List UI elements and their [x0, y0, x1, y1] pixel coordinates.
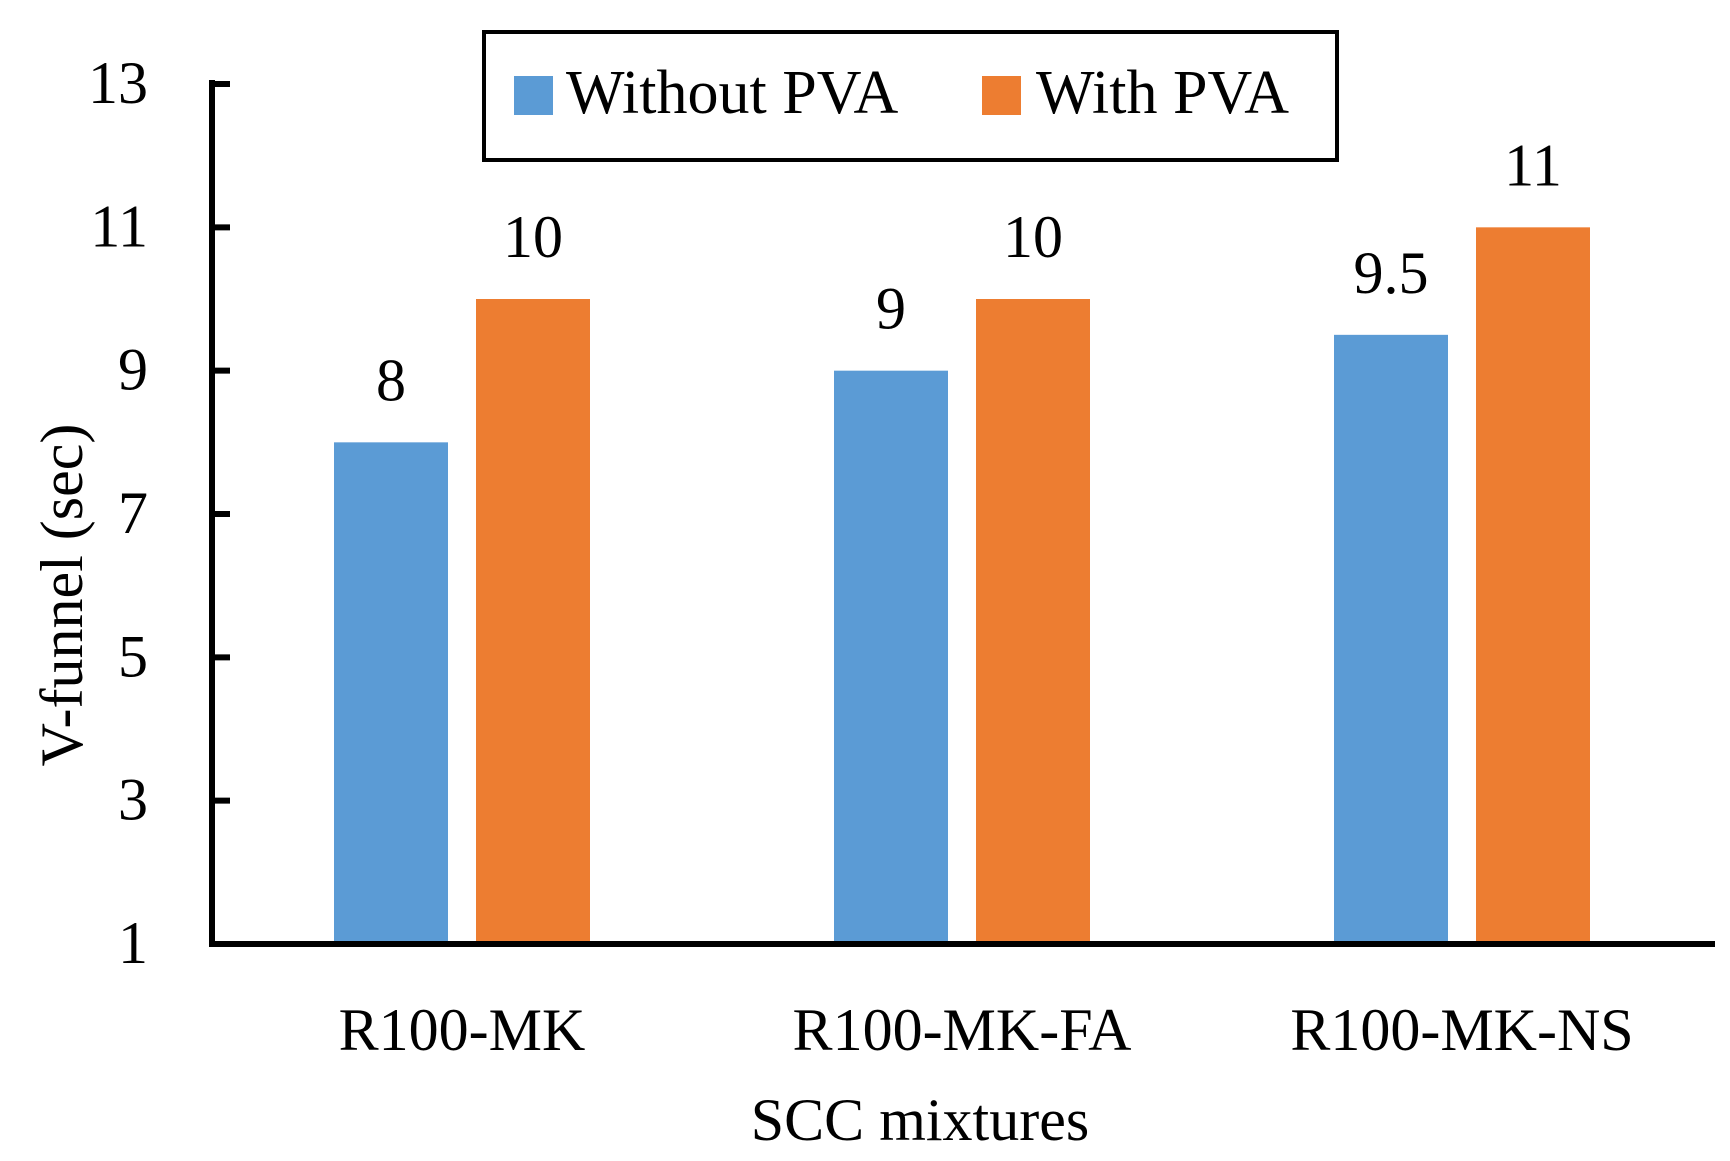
bar-without-pva-r100-mk	[334, 442, 448, 944]
bar-with-pva-r100-mk-ns	[1476, 227, 1590, 945]
y-tick-label: 5	[118, 623, 148, 689]
x-tick-label-r100-mk: R100-MK	[339, 997, 586, 1063]
data-label-without-pva-r100-mk-fa: 9	[876, 276, 906, 342]
bar-with-pva-r100-mk	[476, 299, 590, 944]
legend-label-with-pva: With PVA	[1036, 59, 1289, 127]
data-label-with-pva-r100-mk-fa: 10	[1003, 204, 1063, 270]
bar-without-pva-r100-mk-ns	[1334, 334, 1448, 944]
bar-without-pva-r100-mk-fa	[834, 370, 948, 945]
legend-label-without-pva: Without PVA	[566, 59, 898, 127]
x-tick-label-r100-mk-fa: R100-MK-FA	[793, 997, 1132, 1063]
legend-box	[482, 30, 1339, 162]
data-label-with-pva-r100-mk: 10	[503, 204, 563, 270]
y-axis-title: V-funnel (sec)	[29, 424, 95, 767]
y-tick-label: 9	[118, 337, 148, 403]
legend-swatch-with-pva	[982, 76, 1021, 115]
y-tick-label: 3	[118, 767, 148, 833]
x-axis-title: SCC mixtures	[751, 1087, 1089, 1153]
bar-with-pva-r100-mk-fa	[976, 299, 1090, 944]
y-tick-label: 1	[118, 910, 148, 976]
x-tick-label-r100-mk-ns: R100-MK-NS	[1290, 997, 1633, 1063]
y-tick-label: 13	[88, 50, 148, 116]
data-label-without-pva-r100-mk-ns: 9.5	[1354, 240, 1429, 306]
y-tick-label: 11	[90, 193, 148, 259]
data-label-without-pva-r100-mk: 8	[376, 347, 406, 413]
legend: Without PVA With PVA	[482, 30, 1339, 162]
data-label-with-pva-r100-mk-ns: 11	[1504, 132, 1562, 198]
legend-swatch-without-pva	[514, 76, 553, 115]
bars-layer	[334, 227, 1590, 945]
labels-layer: 8 10 R100-MK 9 10 R100-MK-FA 9.5 11 R100-MK-NS	[339, 132, 1634, 1063]
y-tick-label: 7	[118, 480, 148, 546]
